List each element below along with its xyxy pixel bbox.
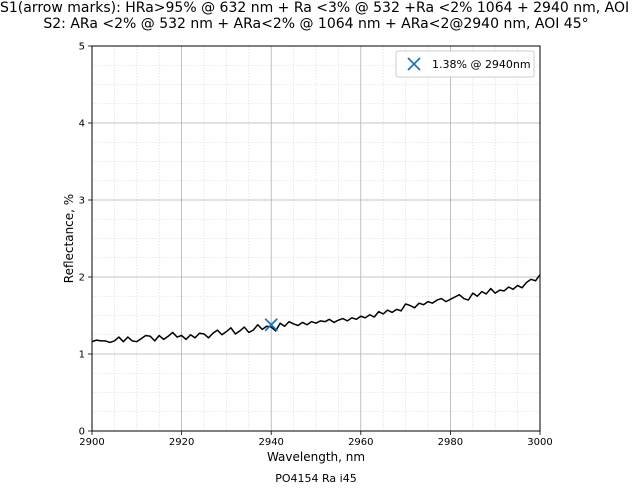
y-axis-ticks: 0 1 2 3 4 5 bbox=[79, 42, 92, 438]
y-tick-label: 2 bbox=[79, 273, 85, 284]
series-line-0 bbox=[91, 274, 541, 344]
x-axis-label: Wavelength, nm bbox=[267, 450, 365, 464]
y-tick-label: 1 bbox=[79, 350, 85, 361]
x-tick-label: 2900 bbox=[79, 437, 104, 448]
y-tick-label: 4 bbox=[79, 119, 85, 130]
legend-x-mark bbox=[407, 57, 421, 71]
legend-label: 1.38% @ 2940nm bbox=[432, 58, 531, 71]
y-tick-label: 0 bbox=[79, 427, 85, 438]
marker-group bbox=[264, 318, 278, 332]
x-axis-ticks: 2900 2920 2940 2960 2980 3000 bbox=[79, 431, 553, 448]
x-tick-label: 2940 bbox=[258, 437, 283, 448]
footer-caption: PO4154 Ra i45 bbox=[275, 472, 357, 485]
x-tick-label: 2920 bbox=[169, 437, 194, 448]
data-marker-x bbox=[264, 318, 278, 332]
legend-marker-x-icon bbox=[407, 57, 421, 71]
grid bbox=[91, 45, 541, 432]
x-tick-label: 2980 bbox=[438, 437, 463, 448]
legend: 1.38% @ 2940nm bbox=[395, 50, 535, 78]
chart-title-line-2: S2: ARa <2% @ 532 nm + ARa<2% @ 1064 nm … bbox=[43, 16, 589, 32]
x-tick-label: 2960 bbox=[348, 437, 373, 448]
y-tick-label: 3 bbox=[79, 196, 85, 207]
series-group bbox=[91, 274, 541, 344]
legend-box bbox=[395, 50, 535, 78]
y-axis-label: Reflectance, % bbox=[62, 194, 76, 283]
y-tick-label: 5 bbox=[79, 42, 85, 53]
plot-frame bbox=[91, 45, 541, 432]
x-tick-label: 3000 bbox=[527, 437, 552, 448]
chart-title-line-1: S1(arrow marks): HRa>95% @ 632 nm + Ra <… bbox=[0, 0, 632, 16]
